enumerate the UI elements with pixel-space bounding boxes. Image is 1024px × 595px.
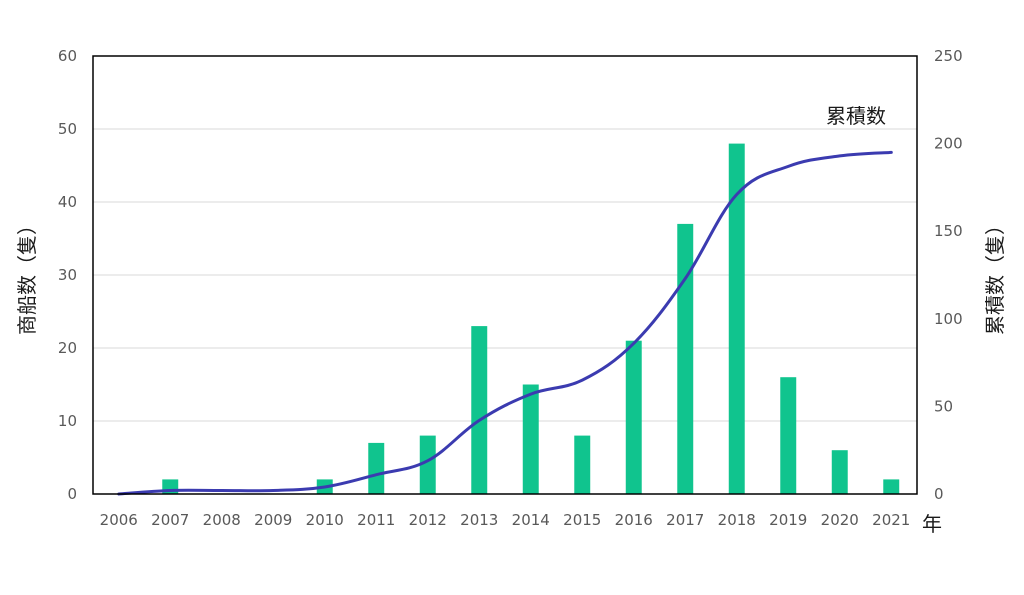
x-tick-label: 2014 — [512, 511, 550, 529]
right-tick-label: 50 — [934, 397, 953, 415]
x-tick-label: 2020 — [821, 511, 859, 529]
left-tick-label: 50 — [58, 120, 77, 138]
x-tick-label: 2008 — [203, 511, 241, 529]
bar-series — [162, 143, 900, 494]
x-axis-ticks: 2006 2007 2008 2009 2010 2011 2012 2013 2014 2015… — [100, 511, 911, 529]
bar-2016 — [625, 340, 642, 494]
cumulative-line — [117, 150, 893, 496]
gridlines — [93, 128, 917, 422]
bar-2019 — [780, 377, 797, 494]
left-axis-title: 商船数（隻） — [15, 215, 39, 335]
right-tick-label: 200 — [934, 135, 963, 153]
x-tick-label: 2017 — [666, 511, 704, 529]
right-tick-label: 0 — [934, 485, 944, 503]
bar-2018 — [728, 143, 745, 494]
left-tick-label: 10 — [58, 412, 77, 430]
bar-2017 — [677, 223, 694, 494]
left-tick-label: 20 — [58, 339, 77, 357]
left-tick-label: 60 — [58, 47, 77, 65]
x-tick-label: 2013 — [460, 511, 498, 529]
left-tick-label: 0 — [67, 485, 77, 503]
x-tick-label: 2010 — [306, 511, 344, 529]
x-tick-label: 2011 — [357, 511, 395, 529]
right-axis-ticks: 0 50 100 150 200 250 — [934, 47, 963, 503]
left-axis-ticks: 0 10 20 30 40 50 60 — [58, 47, 77, 503]
right-tick-label: 150 — [934, 222, 963, 240]
bar-2013 — [471, 326, 488, 494]
x-tick-label: 2015 — [563, 511, 601, 529]
bar-2020 — [831, 450, 848, 494]
right-tick-label: 100 — [934, 310, 963, 328]
left-tick-label: 30 — [58, 266, 77, 284]
x-tick-label: 2012 — [409, 511, 447, 529]
bar-2014 — [522, 384, 539, 494]
x-tick-label: 2016 — [615, 511, 653, 529]
bar-2011 — [368, 442, 385, 494]
right-axis-title: 累積数（隻） — [983, 215, 1007, 335]
x-axis-unit: 年 — [922, 512, 942, 536]
plot-frame — [92, 55, 918, 495]
bar-2021 — [883, 479, 900, 494]
series-label-cumulative: 累積数 — [826, 104, 886, 128]
bar-2015 — [574, 435, 591, 494]
x-tick-label: 2007 — [151, 511, 189, 529]
cumulative-line-series — [117, 150, 893, 496]
x-tick-label: 2009 — [254, 511, 292, 529]
left-tick-label: 40 — [58, 193, 77, 211]
x-tick-label: 2018 — [718, 511, 756, 529]
bar-2012 — [419, 435, 436, 494]
x-tick-label: 2019 — [769, 511, 807, 529]
x-tick-label: 2021 — [872, 511, 910, 529]
x-tick-label: 2006 — [100, 511, 138, 529]
right-tick-label: 250 — [934, 47, 963, 65]
